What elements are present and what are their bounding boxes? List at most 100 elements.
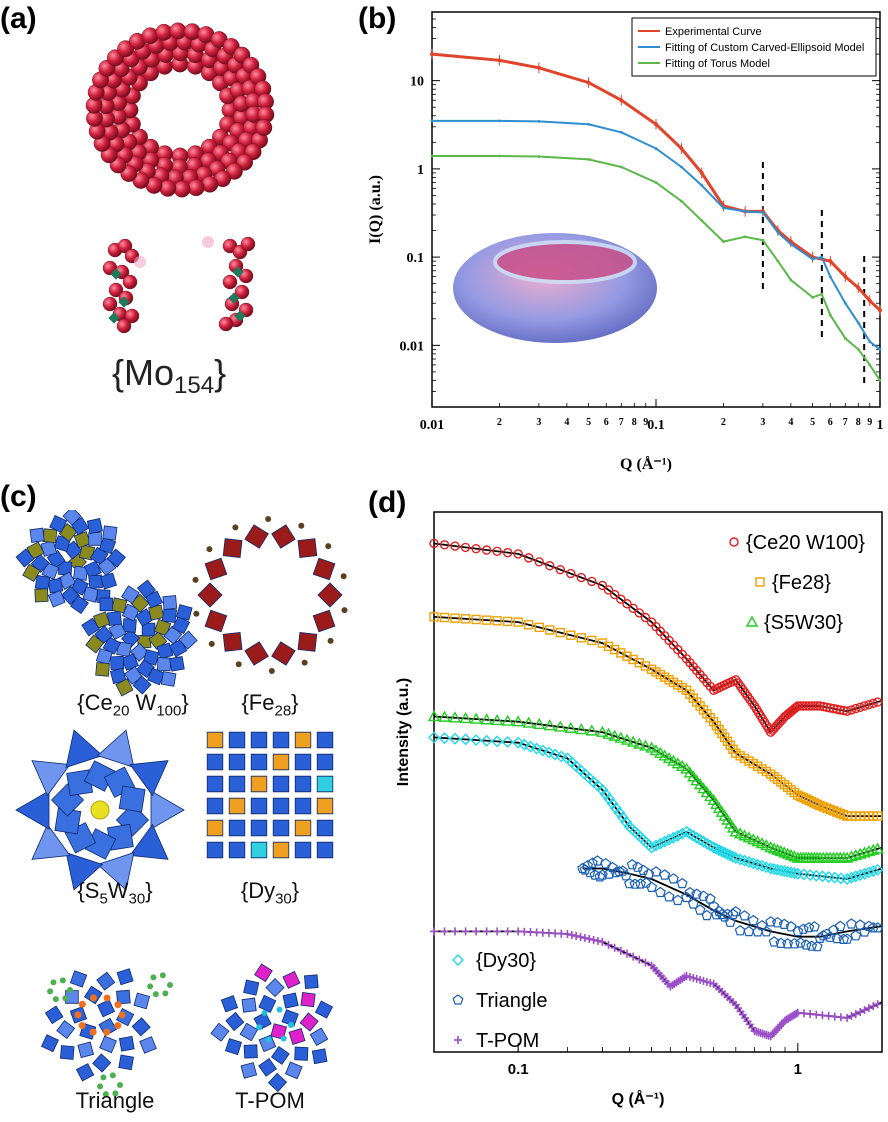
y-tick-label: 1 <box>417 163 424 178</box>
dy-polyhedron <box>250 819 268 837</box>
marker-pentagon <box>785 921 797 932</box>
fe-polyhedron <box>271 524 296 549</box>
marker-triangle <box>501 714 514 726</box>
fe-ligand <box>301 659 308 666</box>
marker-diamond <box>599 788 612 801</box>
x-axis-label: Q (Å⁻¹) <box>612 1089 665 1108</box>
marker-diamond <box>680 825 693 838</box>
x-tick-label: 0.01 <box>420 418 445 433</box>
polyhedron <box>132 675 152 695</box>
marker-circle <box>524 553 534 563</box>
marker-pentagon <box>643 868 655 879</box>
marker-square <box>513 617 523 627</box>
marker-pentagon <box>727 908 739 920</box>
mo-sphere <box>117 238 133 254</box>
marker-pentagon <box>637 864 649 875</box>
marker-pentagon <box>650 866 662 877</box>
marker-square <box>524 620 534 630</box>
marker-triangle <box>662 751 676 764</box>
marker-triangle <box>522 716 535 728</box>
x-axis-label: Q (Å⁻¹) <box>620 455 672 473</box>
polyhedron <box>59 1045 75 1060</box>
w-polyhedron <box>83 760 116 792</box>
mo-sphere <box>255 119 273 137</box>
marker-triangle <box>448 711 462 723</box>
cu-atom <box>103 1028 111 1036</box>
marker-square <box>597 638 608 648</box>
marker-pentagon <box>629 878 641 889</box>
marker-diamond <box>428 731 440 744</box>
marker-square <box>622 651 632 661</box>
marker-pentagon <box>771 916 784 928</box>
marker-diamond <box>724 849 737 862</box>
dy-polyhedron <box>206 819 224 837</box>
tpom-atom <box>276 1006 283 1013</box>
polyhedron <box>86 518 103 535</box>
polyhedron <box>300 992 316 1008</box>
y-axis-label: Intensity (a.u.) <box>395 678 412 786</box>
marker-square <box>555 627 565 638</box>
marker-diamond <box>438 732 451 745</box>
x-tick-label: 1 <box>877 418 884 433</box>
marker-pentagon <box>828 924 840 935</box>
polyhedron <box>265 978 285 998</box>
polyhedron <box>111 597 128 614</box>
marker-pentagon <box>739 910 751 921</box>
fe-polyhedron <box>317 582 343 608</box>
marker-circle <box>587 576 597 587</box>
cu-atom <box>74 1011 82 1019</box>
dy-polyhedron <box>272 775 290 793</box>
marker-pentagon <box>747 914 759 926</box>
marker-pentagon <box>632 861 644 872</box>
marker-square <box>545 625 555 635</box>
polyhedron <box>29 527 45 543</box>
ligand-atom <box>102 1091 109 1098</box>
polyhedron <box>270 1023 287 1040</box>
cu-atom <box>89 994 97 1002</box>
marker-pentagon <box>452 994 464 1005</box>
ligand-atom <box>147 983 154 990</box>
marker-circle <box>872 697 883 707</box>
marker-circle <box>439 540 450 550</box>
series-point <box>776 231 780 234</box>
marker-triangle <box>585 724 599 736</box>
polyhedron <box>288 1027 306 1046</box>
marker-diamond <box>452 954 464 966</box>
polyhedron <box>92 1053 112 1073</box>
tpom-atom <box>280 1035 287 1042</box>
legend-label: Triangle <box>476 990 548 1012</box>
ligand-atom <box>150 974 157 981</box>
polyhedron <box>44 1005 64 1025</box>
marker-diamond <box>704 839 717 852</box>
marker-square <box>640 661 651 671</box>
series-line <box>432 155 881 381</box>
polyhedron <box>118 1054 134 1071</box>
marker-diamond <box>530 742 543 755</box>
marker-circle <box>603 585 614 595</box>
marker-square <box>460 614 471 624</box>
ligand-atom <box>67 987 73 993</box>
polyhedron <box>303 974 319 990</box>
marker-pentagon <box>834 920 846 932</box>
marker-square <box>634 658 644 668</box>
series-point <box>587 158 590 161</box>
ligand-atom <box>50 979 57 986</box>
dy-polyhedron <box>272 797 290 815</box>
marker-pentagon <box>803 921 815 933</box>
polyhedron <box>239 1022 259 1042</box>
marker-pentagon <box>610 866 622 878</box>
marker-pentagon <box>667 873 679 884</box>
ghost-sphere <box>134 256 146 268</box>
polyhedron <box>81 617 100 637</box>
marker-circle <box>868 698 878 709</box>
panel-label-d: (d) <box>368 486 407 519</box>
marker-circle <box>855 702 865 712</box>
polyhedron <box>258 1057 277 1077</box>
mo-sphere <box>173 180 191 198</box>
fe-ligand <box>208 640 215 647</box>
marker-pentagon <box>797 923 809 934</box>
marker-triangle <box>602 727 615 739</box>
fit-line <box>433 616 882 817</box>
series-point <box>843 336 847 340</box>
dy-polyhedron <box>294 819 312 837</box>
